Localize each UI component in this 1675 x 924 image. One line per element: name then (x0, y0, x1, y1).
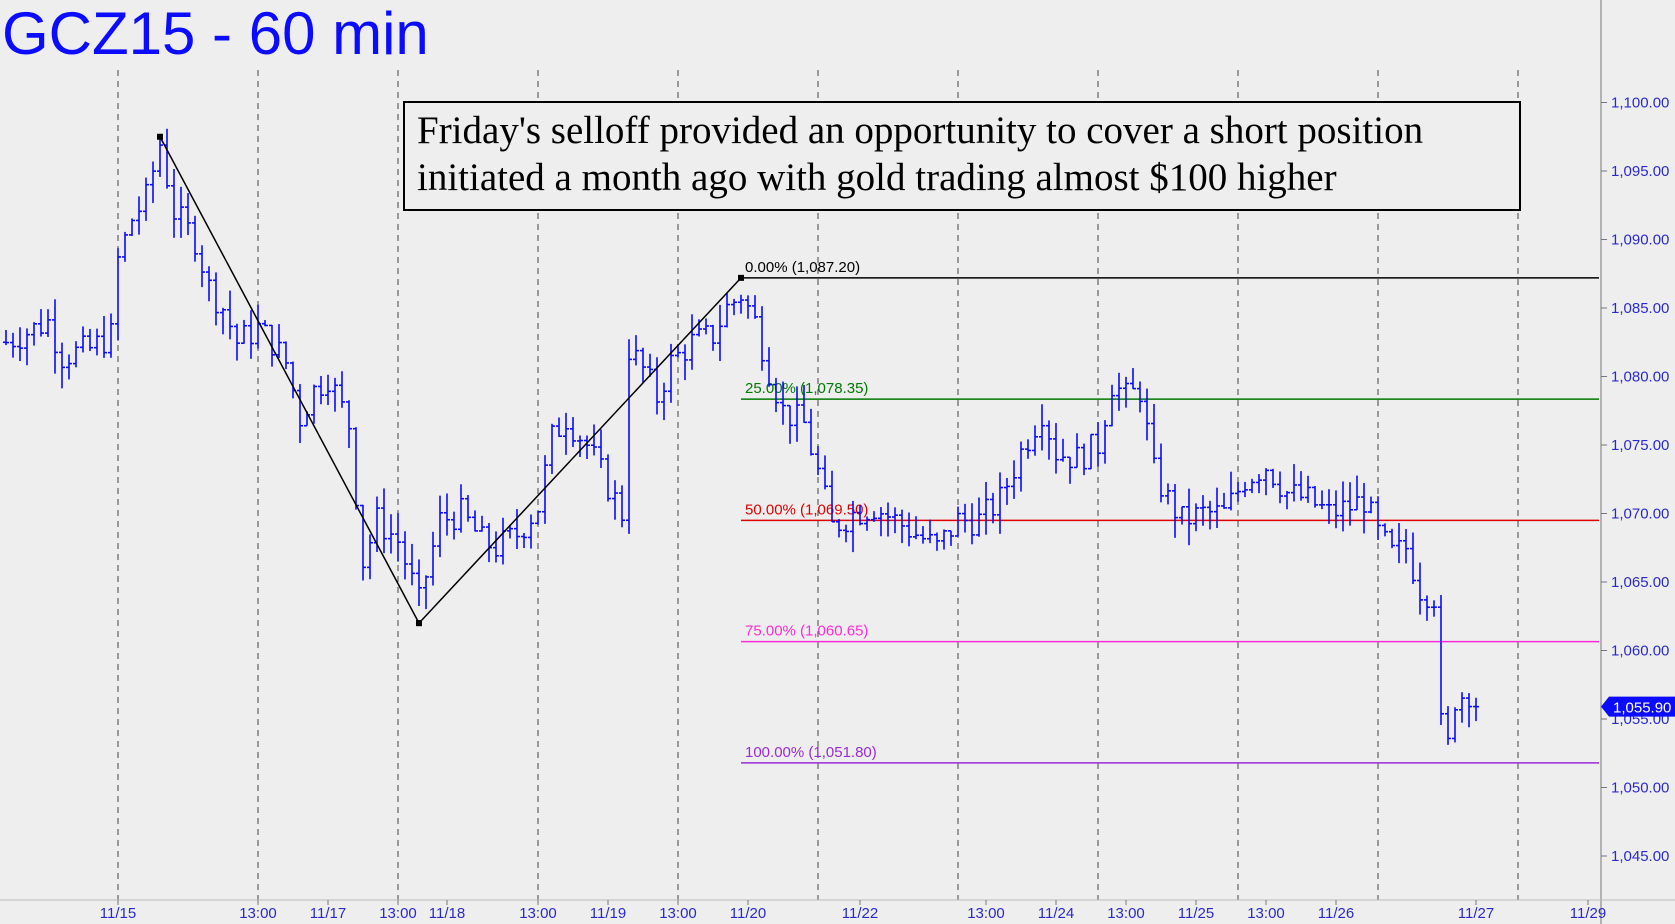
last-price-badge (1601, 696, 1675, 717)
x-tick-label: 13:00 (659, 905, 697, 922)
fib-level-label: 25.00% (1,078.35) (745, 380, 868, 397)
price-bars (3, 128, 1479, 745)
x-tick-label: 11/29 (1570, 905, 1606, 922)
y-tick-label: 1,060.00 (1611, 643, 1669, 660)
trendline-anchor (416, 620, 422, 627)
trendline (159, 136, 420, 624)
trendline (418, 277, 742, 624)
last-price-label: 1,055.90 (1613, 700, 1671, 717)
trendline-anchor (157, 133, 163, 140)
x-tick-label: 13:00 (1107, 905, 1145, 922)
fib-level-label: 0.00% (1,087.20) (745, 259, 860, 276)
y-tick-label: 1,100.00 (1611, 95, 1669, 112)
y-tick-label: 1,095.00 (1611, 163, 1669, 180)
y-tick-label: 1,085.00 (1611, 300, 1669, 317)
x-tick-label: 13:00 (379, 905, 417, 922)
x-tick-label: 11/15 (100, 905, 136, 922)
y-tick-label: 1,050.00 (1611, 780, 1669, 797)
x-tick-label: 11/24 (1038, 905, 1074, 922)
x-tick-label: 11/17 (310, 905, 346, 922)
trendlines (157, 133, 744, 627)
fibonacci-levels: 0.00% (1,087.20) 25.00% (1,078.35) 50.00% … (741, 259, 1599, 764)
x-tick-label: 11/25 (1178, 905, 1214, 922)
x-tick-label: 11/27 (1458, 905, 1494, 922)
chart-title: GCZ15 - 60 min (2, 0, 429, 67)
y-tick-label: 1,080.00 (1611, 369, 1669, 386)
y-tick-label: 1,045.00 (1611, 848, 1669, 865)
x-tick-label: 13:00 (967, 905, 1005, 922)
trendline-anchor (738, 274, 744, 281)
x-tick-label: 11/20 (730, 905, 766, 922)
annotation-box: Friday's selloff provided an opportunity… (403, 101, 1521, 211)
y-tick-label: 1,075.00 (1611, 437, 1669, 454)
fib-level-label: 75.00% (1,060.65) (745, 623, 868, 640)
y-tick-label: 1,070.00 (1611, 506, 1669, 523)
fib-level-label: 50.00% (1,069.50) (745, 501, 868, 518)
x-tick-label: 13:00 (239, 905, 277, 922)
fib-level-label: 100.00% (1,051.80) (745, 744, 877, 761)
y-tick-label: 1,090.00 (1611, 232, 1669, 249)
x-tick-label: 13:00 (519, 905, 557, 922)
annotation-line-1: Friday's selloff provided an opportunity… (417, 109, 1424, 152)
x-tick-label: 13:00 (1247, 905, 1285, 922)
x-tick-label: 11/19 (590, 905, 626, 922)
x-tick-label: 11/26 (1318, 905, 1354, 922)
annotation-line-2: initiated a month ago with gold trading … (417, 156, 1337, 199)
x-tick-label: 11/18 (429, 905, 465, 922)
x-tick-label: 11/22 (842, 905, 878, 922)
y-tick-label: 1,065.00 (1611, 574, 1669, 591)
